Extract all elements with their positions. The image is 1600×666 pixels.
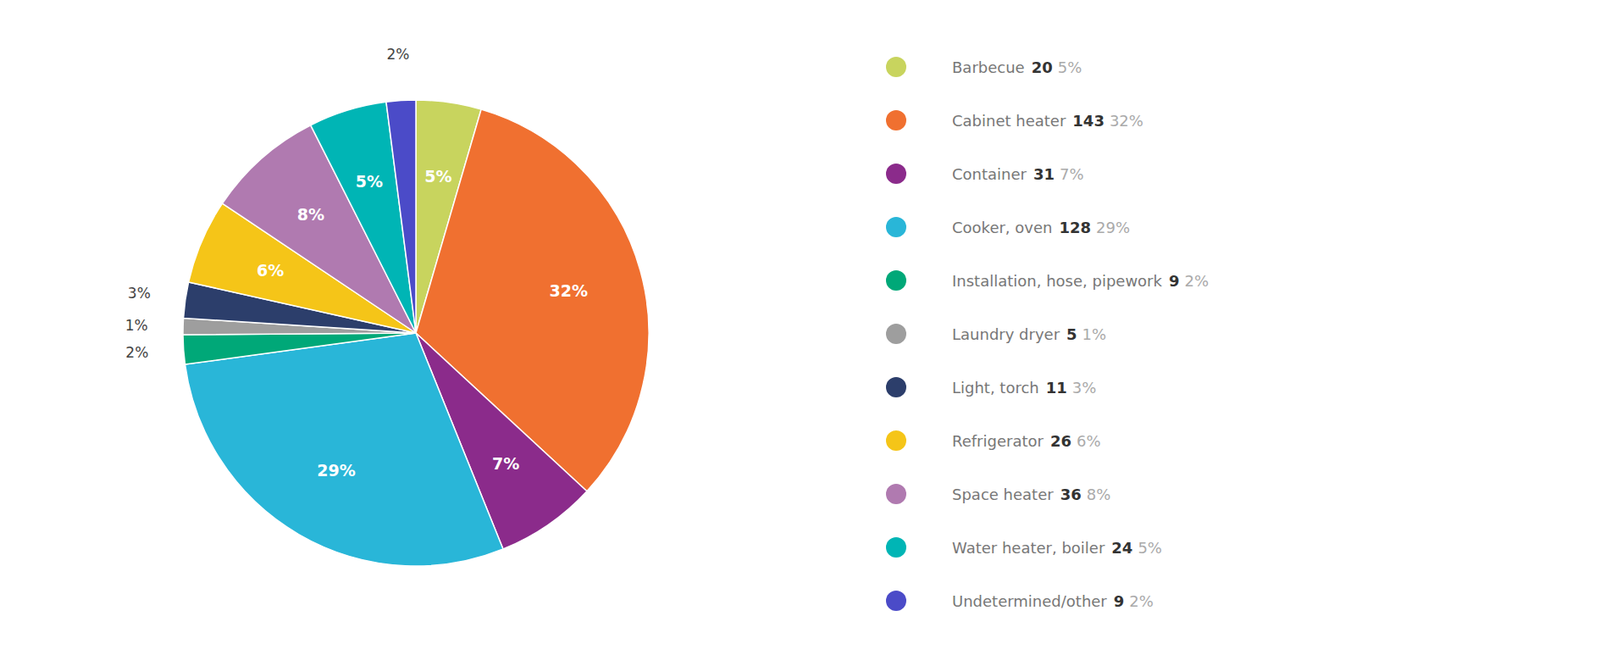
chart-svg: 5%32%7%29%2%1%3%6%8%5%2%Barbecue205%Cabi…	[0, 0, 1600, 666]
legend-item: Space heater 368%	[885, 483, 1111, 504]
legend: Barbecue205%Cabinet heater14332%Containe…	[885, 56, 1209, 611]
pie-slice	[386, 99, 416, 333]
legend-marker	[885, 537, 907, 558]
legend-count: 24	[1111, 538, 1133, 557]
legend-item: Installation, hose, pipework 92%	[885, 270, 1209, 291]
legend-item: Water heater, boiler 245%	[885, 537, 1163, 558]
legend-item: Refrigerator 266%	[885, 430, 1102, 451]
legend-percentage: 32%	[1109, 111, 1144, 130]
legend-label: Installation, hose, pipework	[952, 271, 1163, 290]
legend-item: Cooker, oven 128 29%	[885, 216, 1130, 238]
slice-label: 5%	[424, 166, 452, 186]
slice-label: 7%	[492, 453, 520, 473]
legend-label: Space heater	[952, 485, 1054, 504]
legend-percentage: 5%	[1057, 58, 1083, 77]
legend-marker	[885, 270, 907, 291]
legend-count: 128	[1058, 218, 1091, 237]
legend-marker	[885, 590, 907, 611]
legend-marker	[885, 216, 907, 238]
legend-label: Cabinet heater	[952, 111, 1067, 130]
legend-count: 20	[1031, 58, 1053, 77]
legend-marker	[885, 323, 907, 344]
legend-text: Water heater, boiler 245%	[952, 538, 1163, 557]
legend-text: Barbecue 205%	[952, 58, 1082, 77]
legend-item: Container 317%	[885, 163, 1085, 184]
legend-percentage: 6%	[1076, 431, 1102, 450]
legend-count: 9	[1168, 271, 1180, 290]
legend-text: Laundry dryer 51%	[952, 325, 1107, 344]
legend-percentage: 2%	[1129, 592, 1154, 610]
slice-label: 32%	[548, 281, 587, 300]
pie-slice	[182, 332, 416, 365]
legend-item: Laundry dryer 51%	[885, 323, 1107, 344]
legend-label: Cooker, oven	[952, 218, 1052, 237]
legend-marker	[885, 483, 907, 504]
legend-count: 9	[1113, 592, 1125, 610]
legend-marker	[885, 163, 907, 184]
legend-item: Undetermined/other 92%	[885, 590, 1154, 611]
legend-label: Undetermined/other	[952, 592, 1108, 610]
slice-labels: 5% 32% 7% 29% 2% 1% 3% 6% 8% 5% 2%	[125, 45, 588, 480]
legend-percentage: 29%	[1096, 218, 1130, 237]
legend-percentage: 2%	[1184, 271, 1209, 290]
slice-label: 2%	[125, 343, 149, 361]
legend-count: 11	[1046, 378, 1068, 397]
legend-text: Cabinet heater 14332%	[952, 111, 1144, 130]
legend-text: Container 317%	[952, 165, 1085, 183]
slice-label: 5%	[355, 171, 383, 191]
legend-marker	[885, 430, 907, 451]
legend-text: Undetermined/other 92%	[952, 592, 1154, 610]
slice-label: 3%	[127, 284, 151, 302]
legend-count: 5	[1066, 325, 1078, 344]
legend-label: Barbecue	[952, 58, 1025, 77]
legend-count: 36	[1060, 485, 1082, 504]
legend-text: Refrigerator 266%	[952, 431, 1102, 450]
legend-label: Light, torch	[952, 378, 1040, 397]
legend-percentage: 7%	[1059, 165, 1085, 183]
legend-item: Light, torch 113%	[885, 376, 1097, 398]
legend-marker	[885, 56, 907, 78]
legend-label: Laundry dryer	[952, 325, 1061, 344]
legend-item: Barbecue 205%	[885, 56, 1082, 78]
legend-marker	[885, 110, 907, 131]
legend-label: Water heater, boiler	[952, 538, 1106, 557]
legend-text: Light, torch 113%	[952, 378, 1097, 397]
legend-label: Refrigerator	[952, 431, 1045, 450]
background	[0, 0, 1600, 666]
slice-label: 1%	[125, 316, 149, 334]
legend-percentage: 8%	[1086, 485, 1112, 504]
legend-count: 31	[1033, 165, 1055, 183]
legend-percentage: 5%	[1137, 538, 1163, 557]
slice-label: 29%	[316, 460, 355, 480]
legend-marker	[885, 376, 907, 398]
legend-text: Cooker, oven 128 29%	[952, 218, 1130, 237]
slice-label: 8%	[297, 204, 325, 224]
pie	[182, 99, 649, 566]
legend-text: Installation, hose, pipework 92%	[952, 271, 1209, 290]
legend-percentage: 3%	[1072, 378, 1097, 397]
legend-count: 26	[1050, 431, 1072, 450]
legend-text: Space heater 368%	[952, 485, 1111, 504]
pie-slice	[185, 332, 504, 566]
chart-container: 5%32%7%29%2%1%3%6%8%5%2%Barbecue205%Cabi…	[0, 0, 1600, 666]
legend-item: Cabinet heater 14332%	[885, 110, 1144, 131]
slice-label: 2%	[386, 45, 410, 63]
legend-percentage: 1%	[1082, 325, 1108, 344]
legend-count: 143	[1072, 111, 1105, 130]
legend-label: Container	[952, 165, 1028, 183]
slice-label: 6%	[256, 260, 284, 280]
